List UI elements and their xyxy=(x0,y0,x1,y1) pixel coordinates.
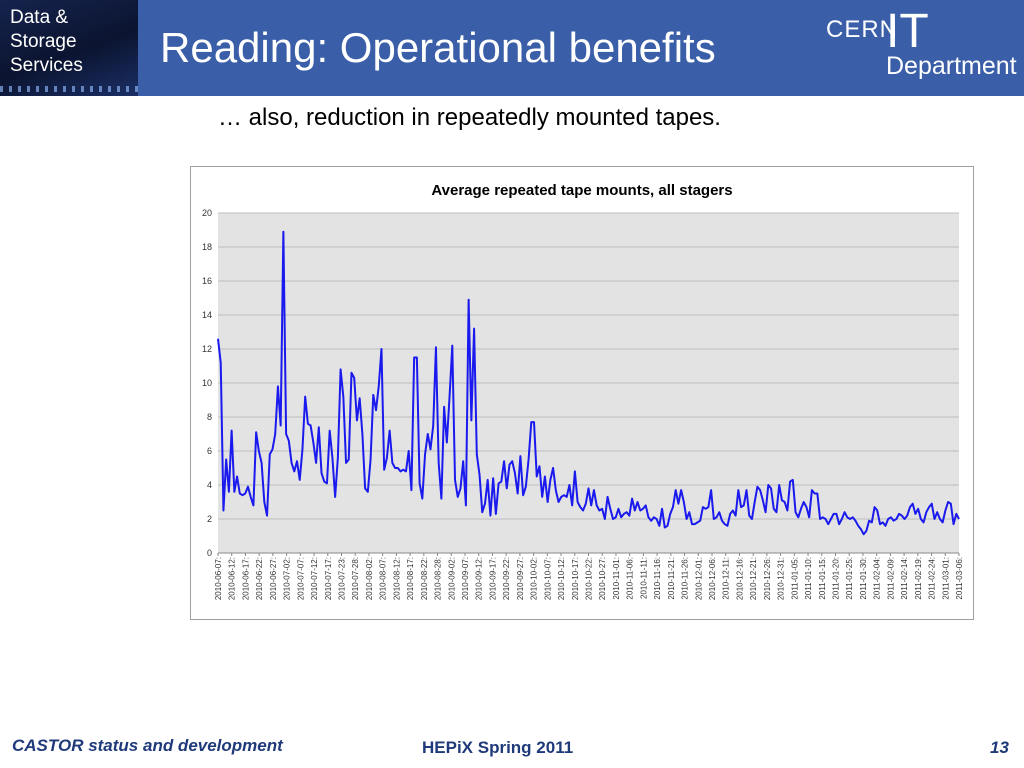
badge-line-1: Data & xyxy=(10,7,69,28)
x-tick-label: 2010-10-12: xyxy=(557,557,566,600)
x-tick-label: 2011-01-25: xyxy=(845,557,854,600)
x-tick-label: 2010-10-07: xyxy=(543,557,552,600)
x-tick-label: 2010-11-26: xyxy=(681,557,690,600)
x-tick-label: 2010-10-22: xyxy=(585,557,594,600)
x-tick-label: 2010-07-12: xyxy=(310,557,319,600)
x-tick-label: 2010-12-26: xyxy=(763,557,772,600)
x-tick-label: 2010-07-23: xyxy=(338,557,347,600)
y-tick-label: 12 xyxy=(202,344,212,354)
x-tick-label: 2010-06-22: xyxy=(255,557,264,600)
y-tick-label: 6 xyxy=(207,446,212,456)
logo-it-text: IT xyxy=(886,5,929,58)
y-tick-label: 10 xyxy=(202,378,212,388)
x-axis-ticks: 2010-06-07: 2010-06-12: 2010-06-17: 2010-06… xyxy=(214,553,964,600)
x-tick-label: 2010-08-28: xyxy=(434,557,443,600)
x-tick-label: 2010-12-31: xyxy=(777,557,786,600)
x-tick-label: 2011-01-20: xyxy=(832,557,841,600)
logo-department-text: Department xyxy=(886,52,1017,80)
x-tick-label: 2011-02-04: xyxy=(873,557,882,600)
x-tick-label: 2010-09-02: xyxy=(447,557,456,600)
badge-text: Data & Storage Services xyxy=(10,6,83,78)
x-tick-label: 2010-10-27: xyxy=(598,557,607,600)
line-chart: Average repeated tape mounts, all stager… xyxy=(202,182,964,600)
x-tick-label: 2010-08-12: xyxy=(392,557,401,600)
series-line xyxy=(217,230,960,536)
x-tick-label: 2011-01-15: xyxy=(818,557,827,600)
y-tick-label: 4 xyxy=(207,480,212,490)
x-tick-label: 2011-03-06: xyxy=(955,557,964,600)
y-axis-ticks: 0 2 4 6 8 10 12 14 16 18 20 xyxy=(202,208,212,558)
x-tick-label: 2010-11-16: xyxy=(653,557,662,600)
y-tick-label: 16 xyxy=(202,276,212,286)
cern-it-department-logo: CERN IT Department xyxy=(826,5,1022,88)
series-layer xyxy=(217,230,960,536)
x-tick-label: 2010-12-21: xyxy=(749,557,758,600)
x-tick-label: 2010-12-06: xyxy=(708,557,717,600)
data-storage-services-badge: Data & Storage Services xyxy=(0,0,138,96)
x-tick-label: 2011-01-30: xyxy=(859,557,868,600)
chart-title: Average repeated tape mounts, all stager… xyxy=(431,182,732,199)
x-tick-label: 2010-06-17: xyxy=(241,557,250,600)
slide-title: Reading: Operational benefits xyxy=(160,24,716,71)
x-tick-label: 2011-01-05: xyxy=(790,557,799,600)
x-tick-label: 2010-12-16: xyxy=(735,557,744,600)
x-tick-label: 2010-09-22: xyxy=(502,557,511,600)
x-tick-label: 2010-12-11: xyxy=(722,557,731,600)
x-tick-label: 2011-02-09: xyxy=(886,557,895,600)
x-tick-label: 2010-11-01: xyxy=(612,557,621,600)
badge-line-2: Storage xyxy=(10,31,77,52)
x-tick-label: 2010-08-17: xyxy=(406,557,415,600)
x-tick-label: 2010-08-02: xyxy=(365,557,374,600)
x-tick-label: 2010-08-22: xyxy=(420,557,429,600)
x-tick-label: 2010-10-02: xyxy=(530,557,539,600)
footer-event-name: HEPiX Spring 2011 xyxy=(422,738,574,757)
x-tick-label: 2010-10-17: xyxy=(571,557,580,600)
y-tick-label: 8 xyxy=(207,412,212,422)
x-tick-label: 2010-12-01: xyxy=(694,557,703,600)
chart-container: Average repeated tape mounts, all stager… xyxy=(190,166,974,620)
x-tick-label: 2010-09-27: xyxy=(516,557,525,600)
x-tick-label: 2011-03-01: xyxy=(941,557,950,600)
x-tick-label: 2011-02-14: xyxy=(900,557,909,600)
y-tick-label: 14 xyxy=(202,310,212,320)
footer-presentation-title: CASTOR status and development xyxy=(12,736,283,755)
x-tick-label: 2010-09-12: xyxy=(475,557,484,600)
badge-line-3: Services xyxy=(10,55,83,76)
x-tick-label: 2010-09-07: xyxy=(461,557,470,600)
x-tick-label: 2010-07-07: xyxy=(296,557,305,600)
badge-decoration xyxy=(0,86,138,92)
slide-header: Data & Storage Services Reading: Operati… xyxy=(0,0,1024,96)
footer-page-number: 13 xyxy=(990,738,1009,757)
x-tick-label: 2010-06-12: xyxy=(228,557,237,600)
y-tick-label: 18 xyxy=(202,242,212,252)
x-tick-label: 2010-07-28: xyxy=(351,557,360,600)
x-tick-label: 2010-06-27: xyxy=(269,557,278,600)
x-tick-label: 2010-06-07: xyxy=(214,557,223,600)
x-tick-label: 2010-07-17: xyxy=(324,557,333,600)
slide-subtitle: … also, reduction in repeatedly mounted … xyxy=(218,104,721,131)
logo-cern-text: CERN xyxy=(826,16,899,43)
x-tick-label: 2010-11-21: xyxy=(667,557,676,600)
x-tick-label: 2011-01-10: xyxy=(804,557,813,600)
x-tick-label: 2010-11-11: xyxy=(639,557,648,599)
x-tick-label: 2010-09-17: xyxy=(488,557,497,600)
x-tick-label: 2011-02-19: xyxy=(914,557,923,600)
x-tick-label: 2010-11-06: xyxy=(626,557,635,600)
y-tick-label: 2 xyxy=(207,514,212,524)
y-tick-label: 20 xyxy=(202,208,212,218)
x-tick-label: 2010-08-07: xyxy=(379,557,388,600)
y-tick-label: 0 xyxy=(207,548,212,558)
x-tick-label: 2011-02-24: xyxy=(928,557,937,600)
x-tick-label: 2010-07-02: xyxy=(283,557,292,600)
